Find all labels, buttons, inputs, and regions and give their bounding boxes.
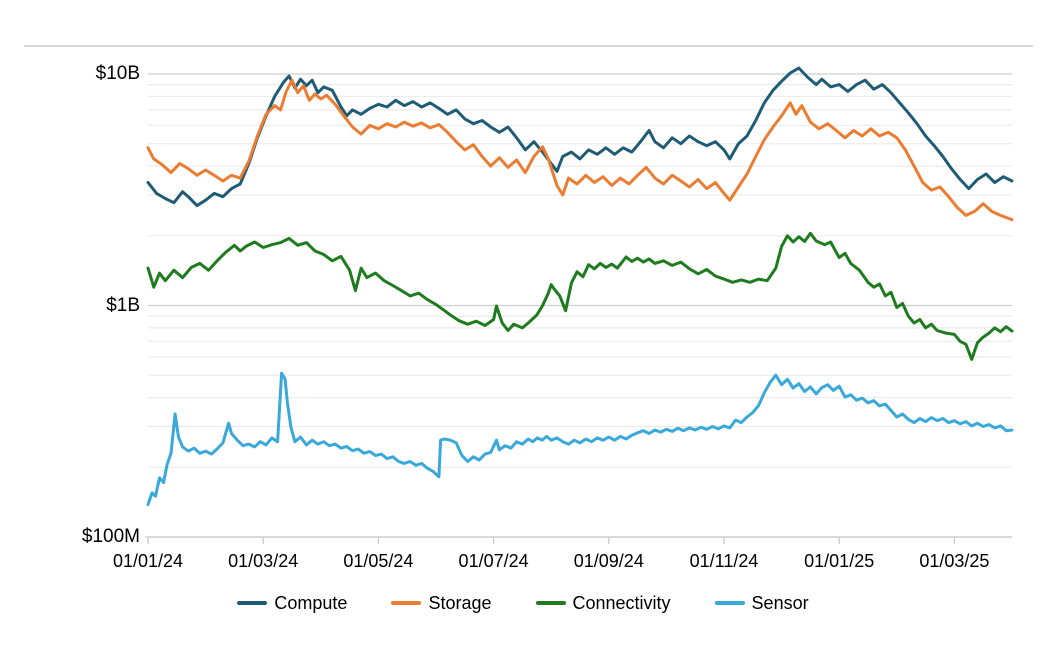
connectivity-line-swatch-icon	[535, 601, 566, 605]
series-line-storage	[146, 78, 1014, 222]
x-axis-tick: 01/01/25	[804, 551, 875, 571]
x-axis-tick: 01/09/24	[573, 551, 644, 571]
compute-line-swatch-icon	[237, 601, 268, 605]
x-axis-tick: 01/11/24	[689, 551, 759, 571]
legend-label: Connectivity	[572, 593, 671, 613]
series-line-compute	[146, 66, 1014, 208]
legend-item-compute: Compute	[237, 592, 347, 614]
y-axis-tick-1b: $1B	[106, 294, 140, 316]
x-axis-tick: 01/07/24	[458, 551, 529, 571]
x-axis-tick: 01/03/25	[919, 551, 990, 571]
legend-item-connectivity: Connectivity	[535, 592, 671, 614]
legend-label: Storage	[428, 593, 492, 613]
legend-label: Compute	[274, 593, 348, 613]
x-axis-tick: 01/03/24	[228, 551, 299, 571]
x-axis-tick: 01/01/24	[112, 551, 184, 571]
legend-item-storage: Storage	[391, 592, 492, 614]
series-line-sensor	[146, 371, 1014, 507]
chart-top-border	[24, 45, 1033, 47]
y-axis-tick-10b: $10B	[95, 63, 140, 84]
storage-line-swatch-icon	[391, 601, 422, 605]
series-line-connectivity	[146, 231, 1014, 361]
x-axis-tick: 01/05/24	[343, 551, 414, 571]
legend-item-sensor: Sensor	[714, 592, 809, 614]
legend: Compute Storage Connectivity Sensor	[0, 592, 1046, 614]
y-axis-tick-100m: $100M	[81, 526, 140, 547]
sensor-line-swatch-icon	[714, 601, 745, 605]
legend-label: Sensor	[751, 593, 809, 613]
